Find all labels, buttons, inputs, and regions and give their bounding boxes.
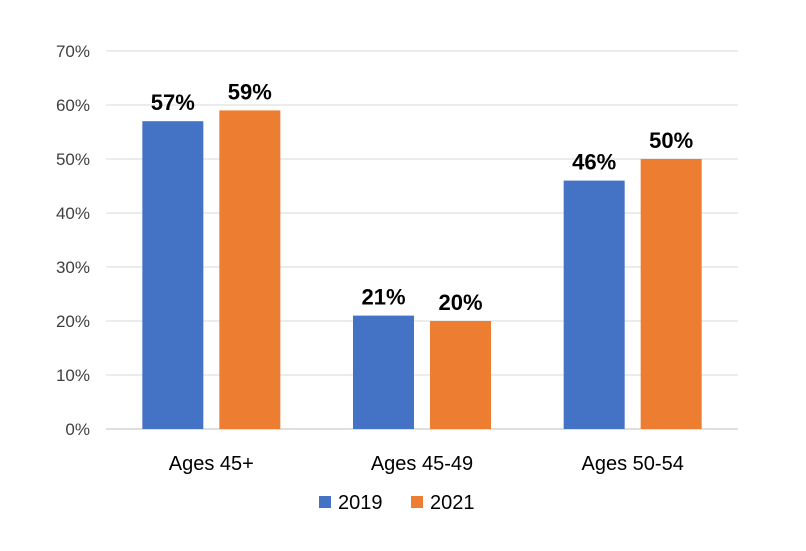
y-tick-label: 10%: [56, 366, 90, 385]
legend-swatch-2019: [319, 496, 331, 508]
data-label: 50%: [649, 128, 693, 153]
y-tick-label: 50%: [56, 150, 90, 169]
bar-2021-2: [640, 159, 702, 429]
category-label: Ages 45+: [169, 453, 254, 475]
legend-swatch-2021: [411, 496, 423, 508]
data-label: 20%: [438, 290, 482, 315]
y-tick-label: 20%: [56, 312, 90, 331]
y-tick-label: 30%: [56, 258, 90, 277]
data-label: 46%: [572, 150, 616, 175]
y-tick-label: 60%: [56, 96, 90, 115]
y-tick-label: 0%: [65, 420, 90, 439]
category-label: Ages 50-54: [582, 453, 684, 475]
bar-2019-1: [353, 315, 414, 429]
category-label: Ages 45-49: [371, 453, 473, 475]
bar-2021-0: [219, 110, 281, 430]
data-label: 59%: [228, 79, 272, 104]
bar-2019-2: [563, 180, 625, 429]
data-label: 57%: [151, 90, 195, 115]
bar-2019-0: [142, 121, 204, 429]
legend-label: 2021: [430, 492, 475, 514]
legend-label: 2019: [338, 492, 383, 514]
data-label: 21%: [361, 285, 405, 310]
y-tick-label: 40%: [56, 204, 90, 223]
y-tick-label: 70%: [56, 42, 90, 61]
bar-2021-1: [430, 321, 491, 429]
